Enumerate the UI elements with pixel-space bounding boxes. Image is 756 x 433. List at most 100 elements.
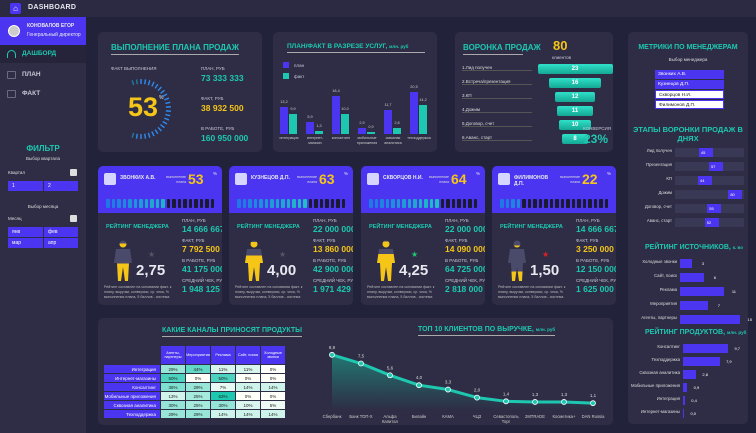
services-unit: млн. руб: [389, 44, 409, 49]
managers-filter-title: МЕТРИКИ ПО МЕНЕДЖЕРАМ: [638, 44, 738, 51]
user-role: Генеральный директор: [27, 32, 81, 38]
table-cell: 14%: [261, 383, 285, 391]
legend-plan: план: [294, 63, 305, 68]
plan-progress-bar: [106, 199, 214, 208]
table-cell: 29%: [161, 365, 185, 373]
plan-caption: выполнение плана: [429, 175, 449, 184]
manager-option[interactable]: Скворцов Н.И.: [655, 90, 724, 99]
progress-segment: [418, 199, 422, 208]
month-jan[interactable]: янв: [8, 227, 43, 237]
table-cell: 14%: [211, 410, 235, 418]
bar-value-label: 13,2: [280, 100, 288, 104]
bar: [683, 383, 688, 392]
bar: [680, 301, 708, 310]
gauge-tick: [157, 86, 162, 92]
progress-segment: [451, 199, 455, 208]
progress-segment: [188, 199, 192, 208]
filter-title: ФИЛЬТР: [26, 144, 60, 153]
gauge-tick: [135, 133, 138, 139]
gauge-tick: [144, 79, 147, 85]
progress-segment: [330, 199, 334, 208]
progress-segment: [133, 199, 137, 208]
x-tick-label: Банк ТОП-Х: [349, 414, 373, 419]
nav-fact[interactable]: ФАКТ: [0, 85, 86, 103]
bar-value: 2,8: [702, 372, 708, 377]
nav-plan[interactable]: ПЛАН: [0, 66, 86, 84]
bar-label: Консалтинг: [657, 344, 680, 349]
fact-bar: [419, 104, 427, 134]
month-feb[interactable]: фев: [44, 227, 78, 237]
table-row: Интеграция 29% 44% 11% 11% 0%: [104, 365, 285, 373]
avg-value: 2 818 000: [445, 284, 483, 294]
month-apr[interactable]: апр: [44, 238, 78, 248]
funnel-title: ВОРОНКА ПРОДАЖ: [463, 43, 541, 55]
progress-segment: [205, 199, 209, 208]
calendar-icon: [7, 71, 16, 79]
manager-option[interactable]: Филимонов Д.П.: [655, 100, 724, 109]
bar: [683, 344, 728, 353]
gauge-tick: [135, 79, 138, 85]
bar-label: Интернет-магазины: [640, 409, 680, 414]
gauge-tick: [147, 132, 151, 138]
funnel-stage-label: 5.Договор, счет: [462, 121, 532, 127]
progress-segment: [588, 199, 592, 208]
quarter-1[interactable]: 1: [8, 181, 43, 191]
progress-segment: [593, 199, 597, 208]
funnel-stage-label: 6.Аванс, старт: [462, 135, 532, 141]
progress-segment: [281, 199, 285, 208]
sources-title: РЕЙТИНГ ИСТОЧНИКОВ, к. во: [645, 244, 743, 251]
conversion-label: КОНВЕРСИЯ: [583, 126, 612, 131]
bar-label: Презентация: [646, 162, 672, 167]
category-label: консалтинг: [331, 136, 351, 140]
clients-title: ТОП 10 КЛИЕНТОВ ПО ВЫРУЧКЕ, млн. руб: [418, 326, 556, 336]
bar: [683, 357, 720, 366]
progress-segment: [292, 199, 296, 208]
bar-value-label: 11,7: [384, 103, 392, 108]
percent-sign: %: [213, 171, 218, 176]
home-icon[interactable]: ⌂: [10, 3, 21, 14]
table-row: Сквозная аналитика 30% 25% 30% 10% 5%: [104, 401, 285, 409]
progress-segment: [533, 199, 537, 208]
data-point: [329, 351, 335, 358]
progress-segment: [555, 199, 559, 208]
progress-segment: [457, 199, 461, 208]
rating-value: 4,25: [399, 262, 429, 279]
progress-segment: [473, 199, 477, 208]
x-tick-label: Севастополь Торг: [493, 414, 519, 424]
data-point: [474, 394, 480, 401]
manager-name: ФИЛИМОНОВ Д.П.: [514, 175, 549, 187]
managers-filter-caption: Выбор менеджера: [668, 57, 708, 62]
progress-segment: [303, 199, 307, 208]
data-point: [416, 382, 422, 389]
progress-segment: [516, 199, 520, 208]
progress-segment: [319, 199, 323, 208]
channels-title: КАКИЕ КАНАЛЫ ПРИНОСЯТ ПРОДУКТЫ: [162, 327, 302, 337]
manager-option[interactable]: Кузнецов Д.П.: [655, 80, 724, 89]
rating-note: Рейтинг составлен на основании факт. к п…: [367, 285, 435, 299]
quarter-2[interactable]: 2: [44, 181, 78, 191]
bar: [698, 176, 713, 185]
quarter-label: Квартал: [8, 170, 26, 175]
manager-percent: 64: [451, 171, 467, 187]
progress-segment: [155, 199, 159, 208]
rating-title: РЕЙТИНГ МЕНЕДЖЕРА: [369, 224, 432, 230]
progress-segment: [139, 199, 143, 208]
progress-segment: [341, 199, 345, 208]
data-label: 2,0: [474, 388, 481, 393]
bar: [698, 148, 713, 157]
progress-segment: [380, 199, 384, 208]
progress-segment: [242, 199, 246, 208]
bar-value: 15: [747, 317, 752, 322]
clear-filter-icon[interactable]: [70, 169, 77, 176]
progress-segment: [599, 199, 603, 208]
month-mar[interactable]: мар: [8, 238, 43, 248]
manager-option[interactable]: Звонких А.В.: [655, 70, 724, 79]
manager-percent: 63: [319, 171, 335, 187]
nav-dashboard[interactable]: ДАШБОРД: [0, 45, 86, 63]
data-label: 1,3: [561, 392, 568, 397]
clear-filter-icon[interactable]: [70, 215, 77, 222]
avg-value: 1 971 429: [313, 284, 351, 294]
column-header: Реклама: [211, 346, 235, 364]
table-cell: 29%: [186, 410, 210, 418]
table-header-row: Агенты, партнеры Мероприятия Реклама Сайт, …: [104, 346, 285, 364]
